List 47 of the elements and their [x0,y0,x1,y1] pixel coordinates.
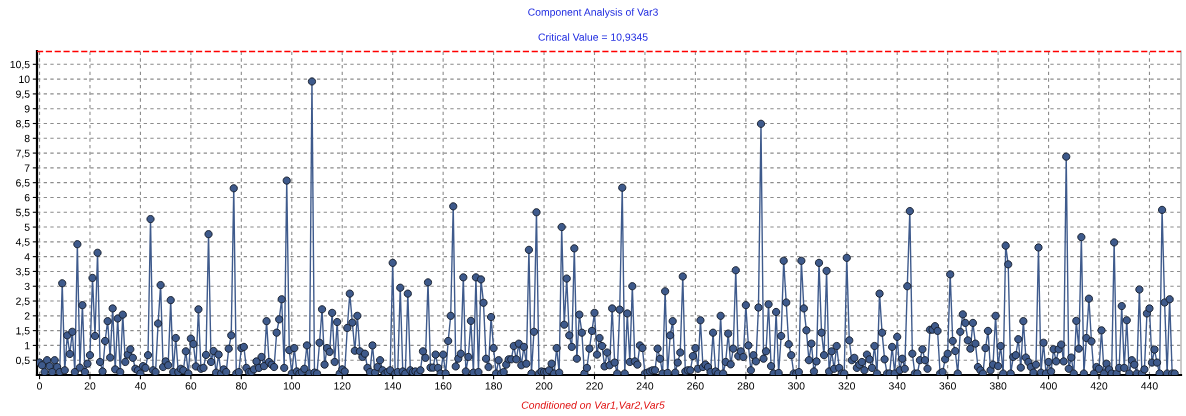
x-tick-label: 180 [485,382,502,390]
x-tick-label: 40 [134,382,146,390]
y-tick-label: 9 [24,105,30,113]
y-tick-label: 0,5 [15,356,30,366]
text: Conditioned on Var1,Var2,Var5 [521,401,665,411]
y-tick-label: 10,5 [10,60,30,70]
x-tick-label: 60 [185,382,197,390]
y-tick-label: 1,5 [16,327,30,336]
x-tick-label: 380 [989,382,1007,390]
x-tick-label: 100 [283,382,301,390]
x-tick-label: 400 [1040,382,1057,390]
x-tick-label: 340 [888,382,906,390]
x-tick-label: 320 [838,382,856,390]
y-tick-label: 7,5 [16,149,30,159]
y-tick-label: 6 [24,193,30,202]
y-tick-label: 3 [24,282,30,291]
x-tick-label: 220 [586,382,603,390]
x-tick-label: 80 [235,382,247,390]
x-tick-label: 420 [1090,382,1108,390]
y-tick-label: 6,5 [16,179,30,188]
y-tick-label: 4 [24,253,30,261]
x-tick-label: 200 [535,382,553,390]
x-tick-label: 300 [788,382,805,390]
y-tick-label: 5,5 [15,208,30,218]
x-tick-label: 440 [1141,382,1158,390]
x-tick-label: 280 [737,382,755,390]
y-tick-label: 8,5 [16,119,30,129]
x-tick-label: 240 [636,382,654,390]
x-tick-label: 260 [687,382,704,390]
x-tick-label: 0 [37,382,43,390]
x-tick-label: 120 [334,382,351,390]
y-tick-label: 4,5 [15,238,30,247]
y-tick-label: 9,5 [16,90,30,100]
chart-subtitle: Critical Value = 10,9345 [538,33,648,43]
y-tick-label: 5 [24,223,30,231]
y-tick-label: 2,5 [16,297,30,307]
y-tick-label: 1 [25,342,30,350]
y-tick-label: 7 [24,164,30,172]
y-tick-label: 10 [19,75,30,83]
x-tick-label: 140 [384,382,401,390]
y-tick-label: 8 [24,134,30,143]
y-tick-label: 3,5 [15,267,30,277]
x-tick-label: 360 [939,382,956,390]
x-tick-label: 20 [84,382,96,390]
x-tick-label: 160 [435,382,452,390]
y-tick-label: 2 [24,312,30,320]
chart-title: Component Analysis of Var3 [528,8,658,18]
